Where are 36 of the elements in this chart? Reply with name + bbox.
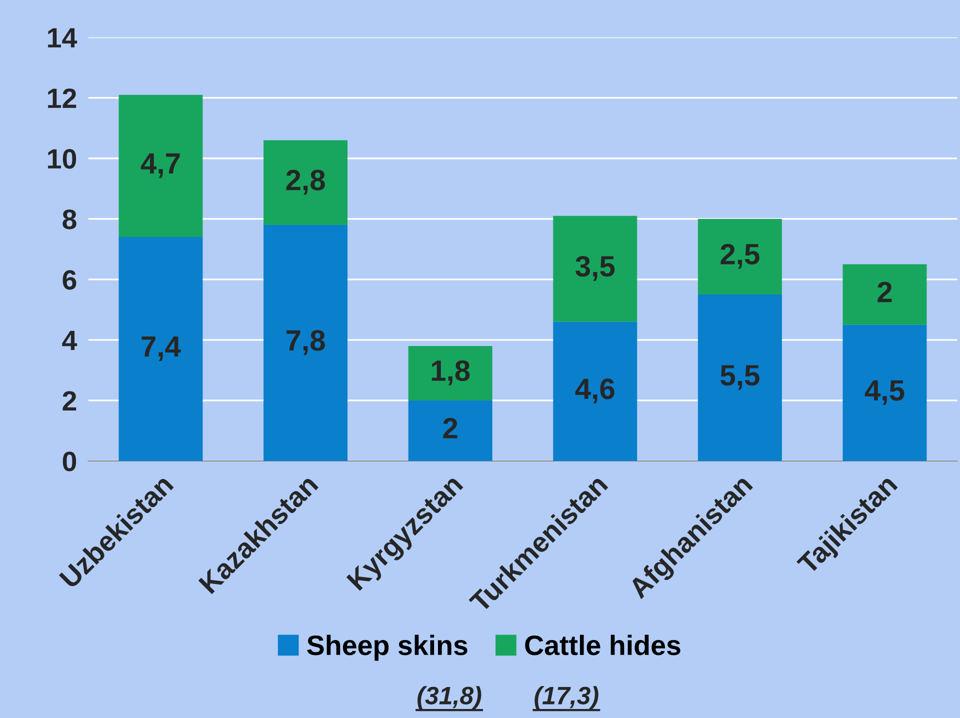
y-tick-label: 2	[62, 391, 76, 411]
y-tick-label: 14	[48, 28, 78, 48]
bar	[553, 216, 638, 322]
y-tick-label: 10	[48, 149, 76, 169]
y-tick-label: 6	[62, 270, 76, 290]
bar	[842, 324, 927, 461]
y-tick-label: 8	[62, 210, 76, 230]
bar	[118, 237, 203, 461]
y-tick-label: 12	[48, 88, 76, 108]
data-label: 7,4	[142, 336, 181, 362]
y-tick-label: 4	[62, 330, 78, 350]
bar	[553, 322, 638, 461]
bar	[264, 224, 348, 461]
data-label: 2,5	[720, 244, 760, 269]
bar	[698, 294, 782, 461]
legend-label: Cattle hides	[525, 634, 680, 656]
bar	[408, 400, 492, 461]
data-label: 4,6	[575, 378, 614, 404]
text: (17,3)	[534, 686, 598, 710]
data-label: 4,5	[864, 380, 904, 405]
legend-label: Sheep skins	[307, 634, 468, 661]
bar	[264, 140, 348, 225]
data-label: 2,8	[286, 170, 325, 195]
text: (31,8)	[418, 686, 482, 710]
data-label: 4,7	[140, 153, 180, 178]
bar	[408, 346, 492, 400]
data-label: 1,8	[432, 360, 470, 386]
data-label: 2	[443, 418, 458, 438]
y-tick-label: 0	[62, 452, 76, 472]
bar	[698, 218, 782, 295]
data-label: 5,5	[720, 365, 760, 390]
data-label: 7,8	[286, 330, 325, 356]
bar	[118, 94, 203, 238]
data-label: 3,5	[576, 256, 615, 281]
bar	[842, 264, 927, 325]
data-label: 2	[878, 282, 892, 302]
